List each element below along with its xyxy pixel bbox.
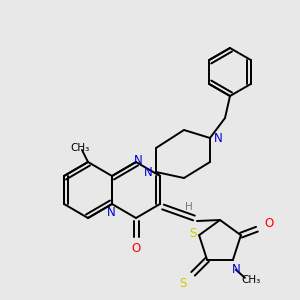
Text: S: S [189, 227, 197, 240]
Text: N: N [144, 166, 152, 178]
Text: N: N [134, 154, 142, 167]
Text: O: O [131, 242, 141, 254]
Text: N: N [214, 131, 222, 145]
Text: H: H [184, 202, 192, 212]
Text: S: S [179, 277, 187, 290]
Text: N: N [232, 263, 240, 276]
Text: CH₃: CH₃ [70, 143, 90, 153]
Text: N: N [106, 206, 116, 218]
Text: O: O [264, 217, 274, 230]
Text: CH₃: CH₃ [241, 275, 261, 285]
